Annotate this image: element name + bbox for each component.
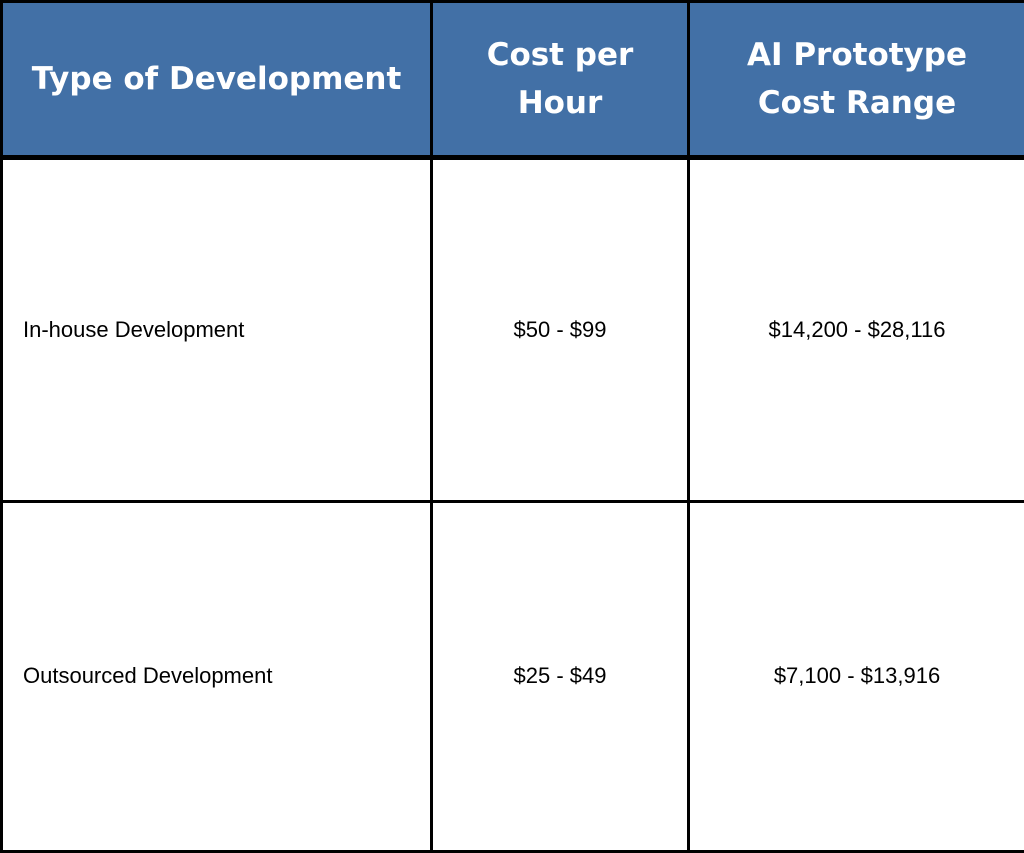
cell-cost-range: $7,100 - $13,916 xyxy=(689,501,1024,851)
cell-cost-range: $14,200 - $28,116 xyxy=(689,158,1024,502)
header-type: Type of Development xyxy=(2,2,432,158)
cell-cost-per-hour: $25 - $49 xyxy=(432,501,689,851)
cell-cost-per-hour: $50 - $99 xyxy=(432,158,689,502)
cell-type: In-house Development xyxy=(2,158,432,502)
table-row: In-house Development $50 - $99 $14,200 -… xyxy=(2,158,1024,502)
header-cost-per-hour: Cost per Hour xyxy=(432,2,689,158)
table-row: Outsourced Development $25 - $49 $7,100 … xyxy=(2,501,1024,851)
cell-type: Outsourced Development xyxy=(2,501,432,851)
header-cost-range: AI Prototype Cost Range xyxy=(689,2,1024,158)
header-row: Type of Development Cost per Hour AI Pro… xyxy=(2,2,1024,158)
